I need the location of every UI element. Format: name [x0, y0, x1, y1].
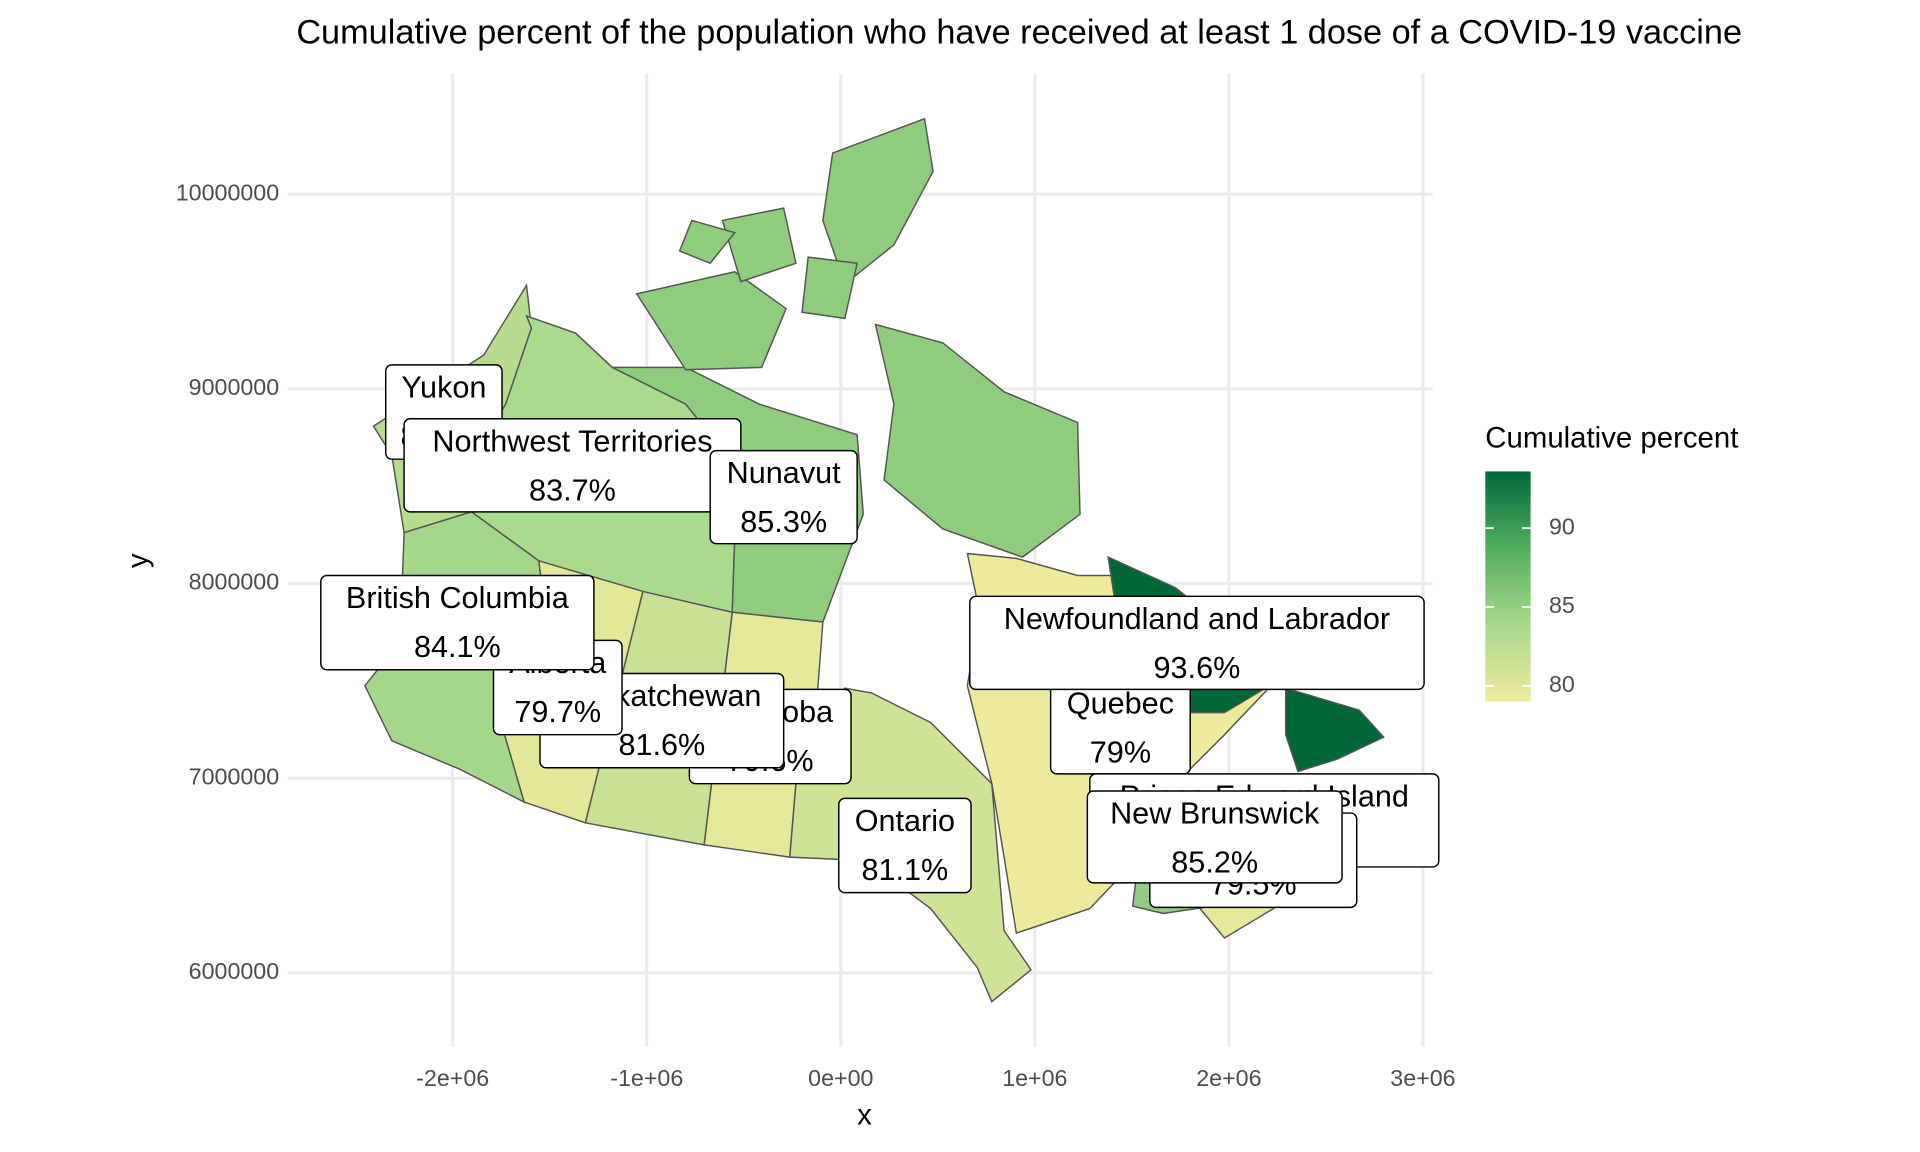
colorbar [1485, 471, 1531, 702]
region-name: Yukon [401, 370, 486, 404]
region-name: Quebec [1067, 686, 1174, 720]
legend-tick-label: 90 [1549, 513, 1575, 539]
label-box [709, 449, 858, 545]
region-value: 84.1% [414, 630, 501, 664]
y-axis-title: y [121, 553, 154, 568]
region-name: Ontario [855, 804, 955, 838]
region-label: Northwest Territories 83.7% [403, 418, 742, 513]
region-name: Northwest Territories [432, 424, 712, 458]
region-value: 85.2% [1171, 846, 1258, 880]
region-value: 79% [1090, 735, 1151, 769]
region-value: 81.1% [861, 853, 948, 887]
region-label: Quebec 79% [1049, 680, 1191, 775]
x-axis-title: x [857, 1099, 872, 1132]
region [822, 117, 934, 286]
region-value: 81.6% [618, 728, 705, 762]
region-label: Nunavut 85.3% [709, 449, 858, 545]
chart-title: Cumulative percent of the population who… [296, 13, 1742, 51]
legend-tick-label: 80 [1549, 671, 1575, 697]
x-tick-label: 0e+00 [808, 1065, 873, 1091]
region-name: Newfoundland and Labrador [1004, 602, 1390, 636]
region-name: British Columbia [346, 581, 570, 615]
x-tick-label: 1e+06 [1002, 1065, 1067, 1091]
legend-title: Cumulative percent [1485, 421, 1738, 454]
region-value: 83.7% [529, 473, 616, 507]
region [678, 219, 736, 265]
label-box [969, 595, 1425, 691]
region-label: British Columbia 84.1% [320, 574, 595, 671]
legend: 80 85 90 [1485, 471, 1575, 702]
x-tick-label: 3e+06 [1390, 1065, 1455, 1091]
region-name: Nunavut [727, 456, 842, 490]
label-box [1086, 790, 1343, 884]
region [1284, 687, 1385, 773]
y-tick-label: 6000000 [189, 958, 280, 984]
region-value: 85.3% [740, 505, 827, 539]
y-tick-label: 10000000 [176, 179, 280, 205]
labels: Yukon82.9%Northwest Territories83.7%Nuna… [320, 364, 1440, 909]
region [635, 271, 788, 371]
y-tick-label: 9000000 [189, 374, 280, 400]
region-value: 79.7% [514, 695, 601, 729]
region [721, 207, 797, 283]
x-tick-label: -1e+06 [610, 1065, 683, 1091]
y-tick-label: 7000000 [189, 763, 280, 789]
region-name: New Brunswick [1110, 797, 1320, 831]
label-box [320, 574, 595, 671]
x-tick-label: 2e+06 [1196, 1065, 1261, 1091]
region-label: Ontario 81.1% [838, 797, 972, 894]
region [801, 256, 859, 320]
region-label: New Brunswick 85.2% [1086, 790, 1343, 884]
region [874, 323, 1081, 558]
y-tick-label: 8000000 [189, 569, 280, 595]
legend-tick-label: 85 [1549, 592, 1575, 618]
label-box [838, 797, 972, 894]
region-value: 93.6% [1154, 651, 1241, 685]
region-label: Newfoundland and Labrador 93.6% [969, 595, 1425, 691]
x-tick-label: -2e+06 [416, 1065, 489, 1091]
